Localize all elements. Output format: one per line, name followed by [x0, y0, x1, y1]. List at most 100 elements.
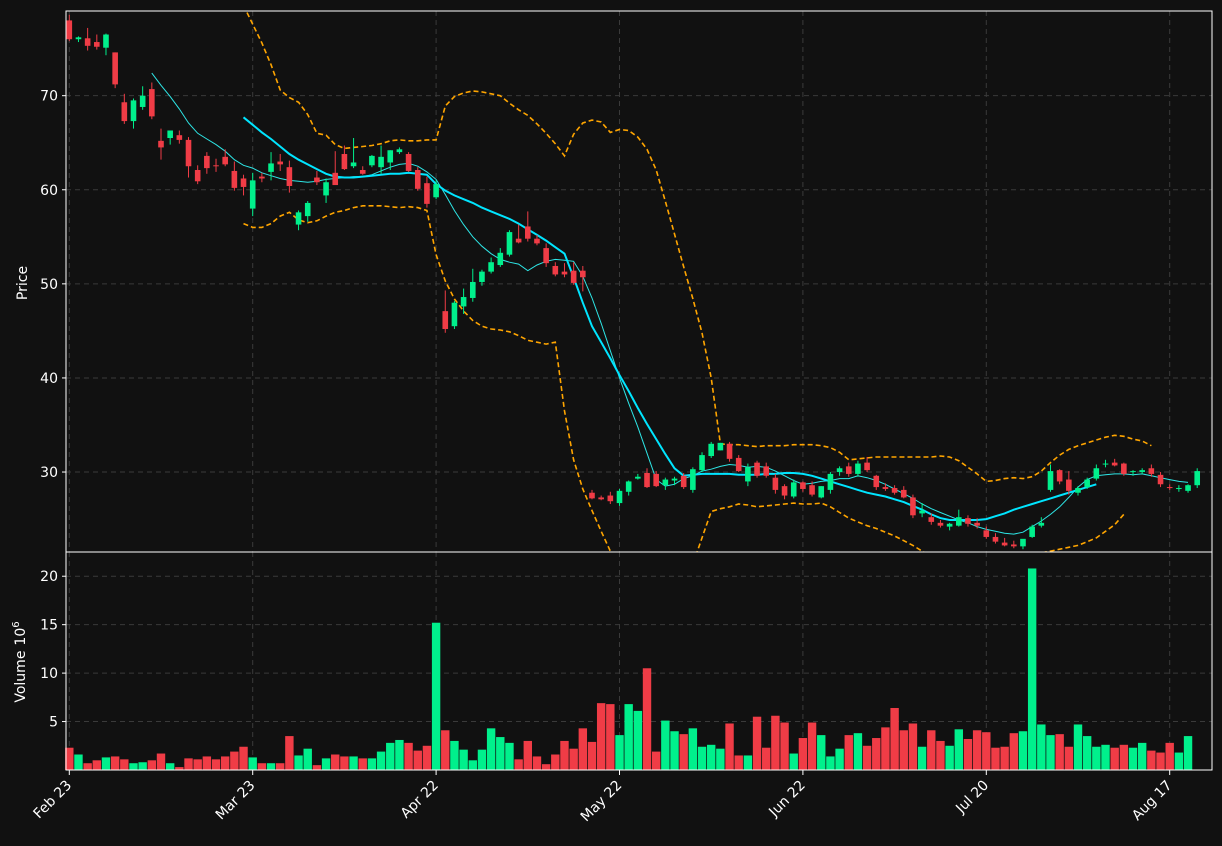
candle-body: [726, 443, 733, 459]
panel-frames: [65, 10, 1213, 771]
candle-body: [121, 102, 128, 122]
volume-bar: [92, 760, 102, 770]
candlestick: [1166, 484, 1173, 490]
volume-bar: [661, 720, 670, 770]
candle-body: [818, 486, 825, 498]
candle-body: [745, 467, 751, 482]
volume-bar: [1137, 742, 1147, 770]
candle-body: [167, 130, 173, 139]
candlestick: [479, 269, 485, 286]
candlestick: [515, 224, 522, 244]
x-tick-label: Feb 23: [31, 778, 76, 823]
candlestick: [836, 466, 843, 476]
candlestick: [341, 145, 348, 171]
volume-bar: [817, 735, 826, 770]
volume-bar: [74, 754, 83, 770]
volume-bar: [395, 739, 404, 770]
candle-body: [543, 248, 549, 264]
volume-bar: [376, 751, 386, 770]
candlestick: [158, 128, 164, 160]
volume-bar: [312, 765, 322, 770]
candlestick: [1020, 538, 1026, 550]
volume-bar: [551, 754, 560, 770]
x-tick-label: Mar 23: [213, 778, 259, 824]
price-tick-label: 30: [40, 465, 58, 481]
volume-bar: [927, 730, 936, 770]
candlestick: [726, 441, 733, 462]
candlestick: [295, 210, 302, 231]
candlestick: [800, 481, 806, 492]
candlestick: [488, 257, 494, 274]
candlestick: [589, 489, 595, 500]
volume-bar: [468, 760, 477, 770]
candlestick: [552, 262, 559, 277]
candlestick: [231, 161, 238, 191]
candlestick: [204, 152, 210, 174]
volume-bar: [945, 745, 954, 770]
volume-bar: [496, 737, 505, 770]
x-tick-label: Jul 20: [952, 778, 992, 818]
candlestick: [965, 515, 971, 527]
volume-bar: [83, 763, 92, 770]
candlestick: [983, 526, 990, 539]
candlestick: [240, 174, 247, 196]
candlestick: [194, 165, 201, 185]
candle-body: [965, 518, 971, 524]
candle-body: [1075, 488, 1081, 493]
bollinger-upper-line: [245, 11, 1152, 483]
candlestick: [855, 460, 861, 477]
volume-bar: [230, 751, 239, 770]
volume-bar: [211, 759, 221, 770]
volume-bar: [908, 723, 918, 770]
volume-axis-label-base: 10: [13, 628, 29, 646]
candlestick: [928, 513, 935, 525]
volume-bar: [220, 756, 230, 770]
volume-bar: [294, 755, 303, 770]
volume-bar: [917, 746, 927, 770]
candlestick: [818, 486, 825, 499]
candlestick: [873, 474, 880, 490]
volume-bar: [615, 735, 624, 770]
candle-body: [809, 485, 815, 495]
candle-body: [1056, 470, 1063, 482]
candle-body: [1066, 479, 1072, 491]
volume-bar: [276, 763, 285, 770]
candle-body: [295, 212, 302, 225]
candlestick: [598, 495, 604, 501]
candle-body: [158, 140, 164, 148]
candle-body: [561, 271, 568, 275]
candlestick: [680, 472, 687, 489]
candlestick: [121, 93, 128, 124]
candle-body: [937, 522, 944, 526]
candle-body: [469, 281, 476, 298]
price-axis-label: Price: [15, 266, 31, 300]
candlestick: [580, 265, 586, 292]
candlestick: [369, 154, 375, 168]
volume-bar: [954, 729, 963, 770]
candle-body: [286, 167, 293, 187]
candlestick: [286, 160, 293, 193]
candle-body: [552, 265, 559, 275]
candle-body: [268, 163, 274, 172]
volume-bar: [725, 723, 734, 770]
candle-body: [900, 489, 907, 498]
volume-bar: [1092, 746, 1101, 770]
volume-bar: [716, 748, 725, 770]
candlestick: [405, 152, 412, 172]
candle-body: [213, 165, 219, 167]
volume-bar: [890, 707, 899, 770]
candle-body: [1194, 471, 1201, 486]
candle-body: [139, 95, 146, 107]
candle-body: [598, 497, 604, 500]
volume-bar: [441, 730, 450, 770]
candlestick: [653, 471, 659, 488]
candlestick: [1130, 470, 1136, 476]
price-tick-label: 40: [40, 371, 58, 387]
candlestick: [1047, 464, 1054, 492]
candlestick: [708, 441, 714, 458]
candle-body: [149, 89, 155, 117]
candlestick: [671, 476, 678, 486]
candlestick: [974, 518, 980, 529]
candle-body: [570, 270, 577, 283]
